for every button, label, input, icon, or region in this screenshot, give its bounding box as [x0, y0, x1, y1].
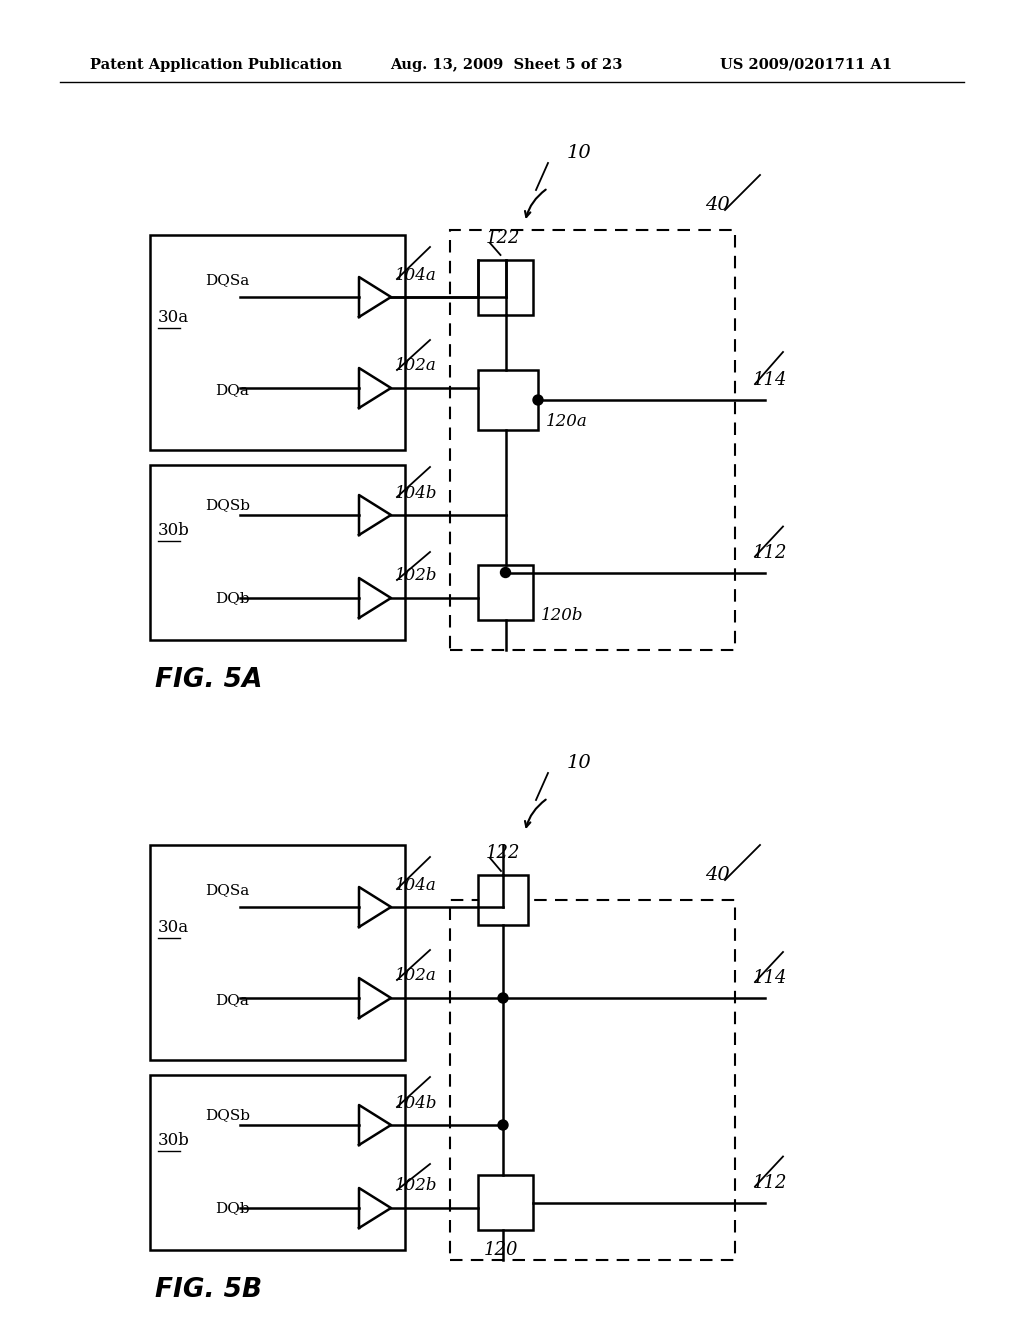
Bar	[150, 235, 406, 450]
Text: 104a: 104a	[395, 876, 437, 894]
Text: FIG. 5B: FIG. 5B	[155, 1276, 262, 1303]
Text: 104a: 104a	[395, 267, 437, 284]
Circle shape	[534, 395, 543, 405]
Bar	[150, 465, 406, 640]
Text: 112: 112	[753, 544, 787, 561]
Circle shape	[498, 993, 508, 1003]
Text: 120b: 120b	[541, 606, 584, 623]
Text: 114: 114	[753, 371, 787, 389]
Bar	[478, 875, 528, 925]
Text: DQSa: DQSa	[205, 273, 249, 286]
Text: DQb: DQb	[215, 1201, 250, 1214]
Bar	[478, 565, 534, 620]
Text: DQa: DQa	[215, 993, 249, 1007]
Bar	[450, 900, 735, 1261]
Text: 10: 10	[567, 144, 592, 162]
Text: 122: 122	[486, 843, 520, 862]
Text: 120: 120	[483, 1241, 518, 1259]
Bar	[478, 1175, 534, 1230]
Text: DQa: DQa	[215, 383, 249, 397]
Bar	[478, 370, 538, 430]
Text: 40: 40	[706, 866, 730, 884]
Circle shape	[498, 1119, 508, 1130]
Bar	[450, 230, 735, 649]
Text: 30b: 30b	[158, 1133, 189, 1148]
Text: Patent Application Publication: Patent Application Publication	[90, 58, 342, 73]
Text: 30a: 30a	[158, 919, 189, 936]
Text: 30b: 30b	[158, 521, 189, 539]
Text: 40: 40	[706, 195, 730, 214]
Text: DQSa: DQSa	[205, 883, 249, 898]
Text: DQSb: DQSb	[205, 498, 250, 512]
Text: 114: 114	[753, 969, 787, 987]
Text: 102b: 102b	[395, 568, 437, 585]
Text: DQSb: DQSb	[205, 1107, 250, 1122]
Bar	[150, 1074, 406, 1250]
Text: FIG. 5A: FIG. 5A	[155, 667, 262, 693]
Text: 122: 122	[486, 228, 520, 247]
Text: 30a: 30a	[158, 309, 189, 326]
Text: Aug. 13, 2009  Sheet 5 of 23: Aug. 13, 2009 Sheet 5 of 23	[390, 58, 623, 73]
Text: DQb: DQb	[215, 591, 250, 605]
Bar	[478, 260, 534, 315]
Text: 10: 10	[567, 754, 592, 772]
Text: 120a: 120a	[546, 413, 588, 430]
Text: 102a: 102a	[395, 358, 437, 375]
Text: 102a: 102a	[395, 968, 437, 985]
Text: US 2009/0201711 A1: US 2009/0201711 A1	[720, 58, 892, 73]
Text: 112: 112	[753, 1173, 787, 1192]
Circle shape	[501, 568, 511, 578]
Text: 104b: 104b	[395, 1094, 437, 1111]
Text: 104b: 104b	[395, 484, 437, 502]
Bar	[150, 845, 406, 1060]
Text: 102b: 102b	[395, 1177, 437, 1195]
